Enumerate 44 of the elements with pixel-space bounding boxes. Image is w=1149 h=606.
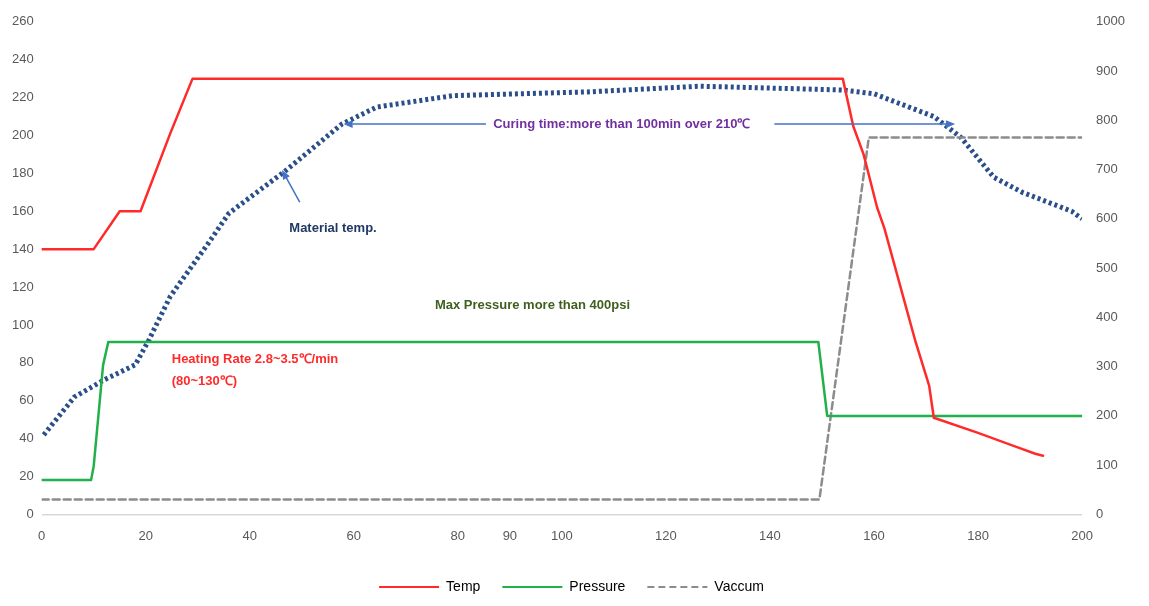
- y-tick-label: 260: [11, 13, 34, 29]
- y-tick-label: 200: [11, 127, 34, 143]
- x-tick-label: 90: [502, 527, 518, 543]
- x-tick-label: 0: [38, 527, 46, 543]
- y2-tick-label: 500: [1096, 259, 1118, 275]
- annotation: Heating Rate 2.8~3.5℃/min (80~130℃): [171, 350, 339, 388]
- y-tick-label: 220: [11, 89, 34, 105]
- y2-tick-label: 700: [1096, 161, 1118, 177]
- x-tick-label: 20: [138, 527, 153, 543]
- y-tick-label: 100: [11, 316, 34, 332]
- y2-tick-label: 200: [1096, 407, 1118, 423]
- x-tick-label: 180: [967, 527, 989, 543]
- y2-tick-label: 800: [1096, 111, 1118, 127]
- y2-tick-label: 400: [1096, 308, 1118, 324]
- x-tick-label: 60: [346, 527, 362, 543]
- y2-tick-label: 100: [1096, 456, 1118, 472]
- legend-label: Vaccum: [714, 577, 764, 594]
- x-tick-label: 120: [655, 527, 677, 543]
- x-tick-label: 160: [863, 527, 885, 543]
- annotation: Material temp.: [289, 219, 377, 235]
- x-tick-label: 140: [759, 527, 781, 543]
- y-tick-label: 120: [11, 278, 34, 294]
- x-tick-label: 200: [1071, 527, 1093, 543]
- annotation: Max Pressure more than 400psi: [434, 296, 631, 312]
- annotation: Curing time:more than 100min over 210℃: [493, 115, 751, 131]
- y-tick-label: 240: [11, 51, 34, 67]
- y2-tick-label: 0: [1096, 505, 1104, 521]
- y-tick-label: 20: [19, 468, 34, 484]
- y2-tick-label: 300: [1096, 358, 1118, 374]
- y-tick-label: 160: [11, 202, 34, 218]
- y-tick-label: 40: [19, 430, 34, 446]
- legend-label: Pressure: [569, 577, 626, 594]
- legend-label: Temp: [446, 577, 481, 594]
- y2-tick-label: 600: [1096, 210, 1118, 226]
- y-tick-label: 140: [11, 240, 34, 256]
- x-tick-label: 80: [450, 527, 466, 543]
- y-tick-label: 60: [19, 392, 34, 408]
- y2-tick-label: 900: [1096, 62, 1118, 78]
- y-tick-label: 0: [26, 505, 34, 521]
- y-tick-label: 180: [11, 164, 34, 180]
- x-tick-label: 100: [551, 527, 573, 543]
- y2-tick-label: 1000: [1096, 13, 1125, 29]
- x-tick-label: 40: [242, 527, 257, 543]
- y-tick-label: 80: [19, 354, 34, 370]
